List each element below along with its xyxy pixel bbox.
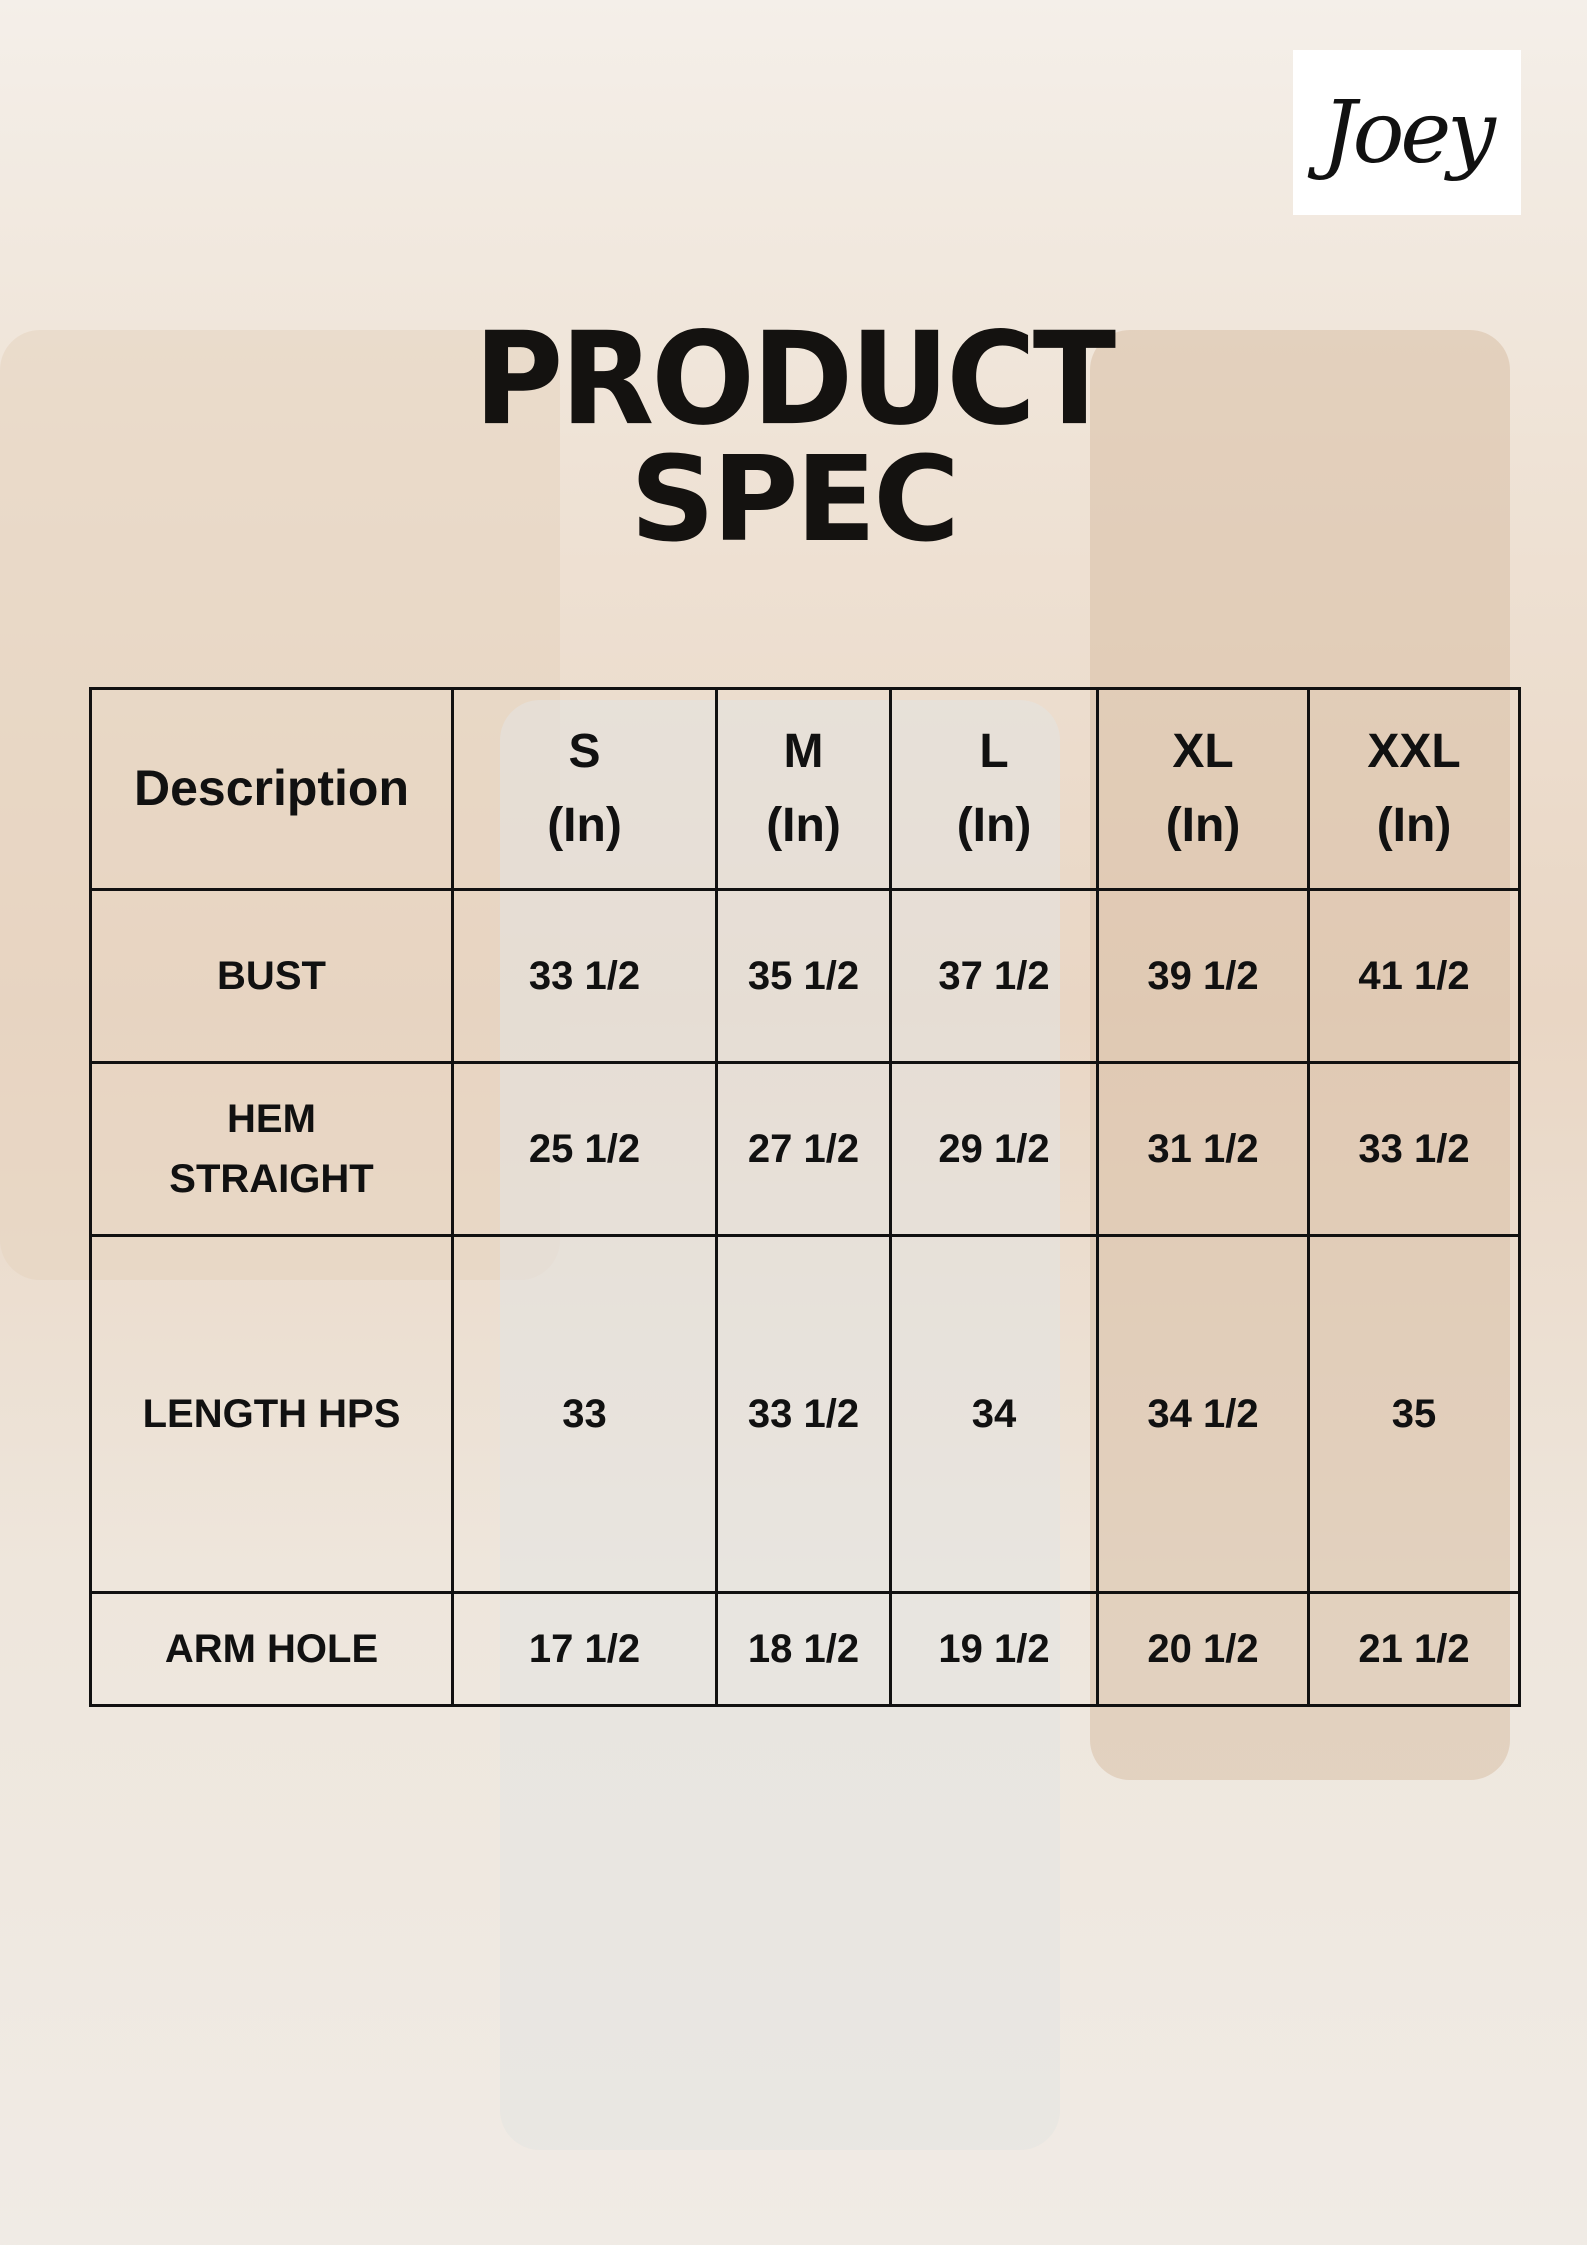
cell: 18 1/2 bbox=[715, 1591, 892, 1707]
table-row: BUST 33 1/2 35 1/2 37 1/2 39 1/2 41 1/2 bbox=[89, 888, 1521, 1064]
cell: 21 1/2 bbox=[1307, 1591, 1521, 1707]
cell: 25 1/2 bbox=[451, 1061, 718, 1237]
cell: 37 1/2 bbox=[889, 888, 1099, 1064]
cell: 19 1/2 bbox=[889, 1591, 1099, 1707]
row-label: ARM HOLE bbox=[89, 1591, 454, 1707]
cell: 20 1/2 bbox=[1096, 1591, 1310, 1707]
header-l: L (In) bbox=[889, 687, 1099, 891]
table-row: LENGTH HPS 33 33 1/2 34 34 1/2 35 bbox=[89, 1234, 1521, 1594]
cell: 39 1/2 bbox=[1096, 888, 1310, 1064]
cell: 31 1/2 bbox=[1096, 1061, 1310, 1237]
brand-logo: Joey bbox=[1293, 50, 1521, 215]
header-row: Description S (In) M (In) L (In) XL (In) XXL… bbox=[89, 687, 1521, 891]
size-spec-table: Description S (In) M (In) L (In) XL (In) XXL… bbox=[89, 687, 1521, 1707]
cell: 29 1/2 bbox=[889, 1061, 1099, 1237]
title-line-2: SPEC bbox=[630, 430, 960, 568]
cell: 33 1/2 bbox=[1307, 1061, 1521, 1237]
logo-text: Joey bbox=[1322, 82, 1496, 183]
row-label: LENGTH HPS bbox=[89, 1234, 454, 1594]
row-label: HEM STRAIGHT bbox=[89, 1061, 454, 1237]
cell: 35 1/2 bbox=[715, 888, 892, 1064]
cell: 33 1/2 bbox=[715, 1234, 892, 1594]
cell: 17 1/2 bbox=[451, 1591, 718, 1707]
table-row: ARM HOLE 17 1/2 18 1/2 19 1/2 20 1/2 21 … bbox=[89, 1591, 1521, 1707]
cell: 27 1/2 bbox=[715, 1061, 892, 1237]
cell: 35 bbox=[1307, 1234, 1521, 1594]
cell: 41 1/2 bbox=[1307, 888, 1521, 1064]
cell: 34 bbox=[889, 1234, 1099, 1594]
header-m: M (In) bbox=[715, 687, 892, 891]
header-xl: XL (In) bbox=[1096, 687, 1310, 891]
cell: 33 bbox=[451, 1234, 718, 1594]
title-line-1: PRODUCT bbox=[473, 304, 1116, 454]
table-row: HEM STRAIGHT 25 1/2 27 1/2 29 1/2 31 1/2… bbox=[89, 1061, 1521, 1237]
header-s: S (In) bbox=[451, 687, 718, 891]
cell: 34 1/2 bbox=[1096, 1234, 1310, 1594]
header-description: Description bbox=[89, 687, 454, 891]
cell: 33 1/2 bbox=[451, 888, 718, 1064]
header-xxl: XXL (In) bbox=[1307, 687, 1521, 891]
row-label: BUST bbox=[89, 888, 454, 1064]
